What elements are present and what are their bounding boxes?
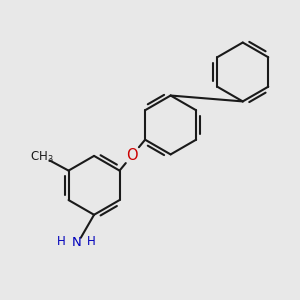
Text: O: O bbox=[127, 148, 138, 163]
Text: H: H bbox=[57, 235, 66, 248]
Text: CH$_3$: CH$_3$ bbox=[30, 150, 54, 165]
Text: H: H bbox=[87, 235, 95, 248]
Text: N: N bbox=[71, 236, 81, 249]
